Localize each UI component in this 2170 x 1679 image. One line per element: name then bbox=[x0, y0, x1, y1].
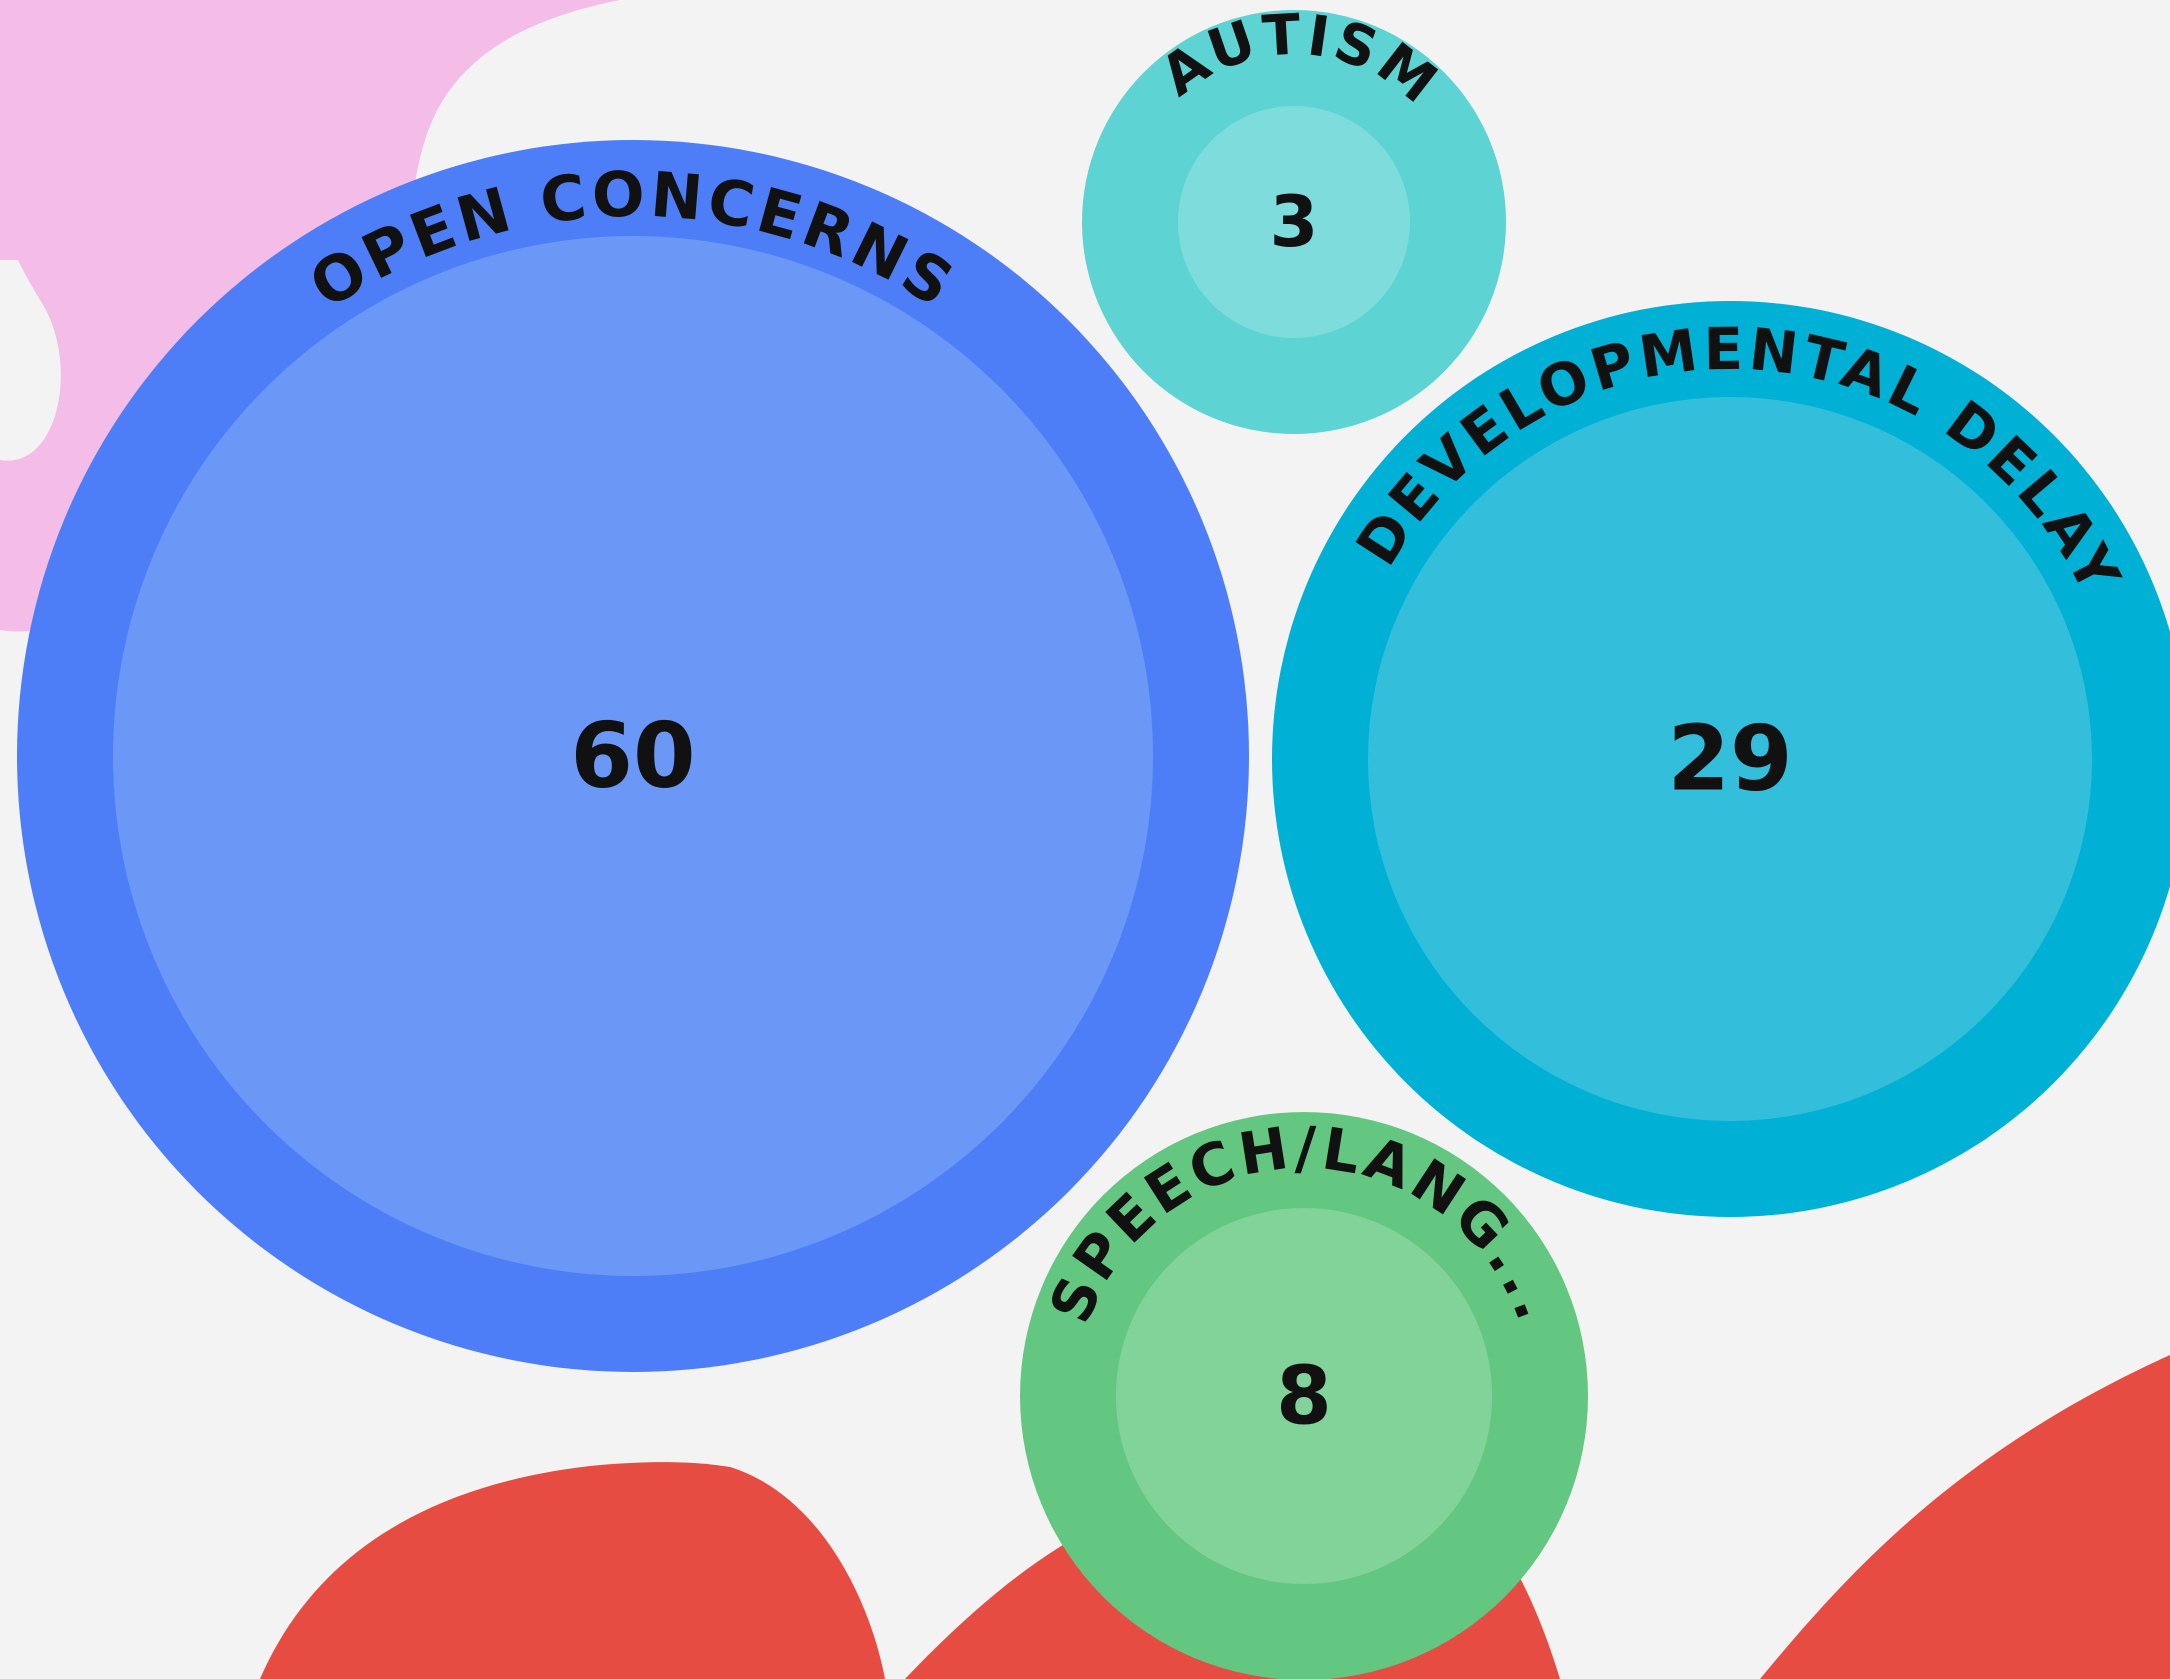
red-blob-bottom-right bbox=[1760, 1355, 2170, 1679]
bubble-value-speech-lang: 8 bbox=[1276, 1350, 1332, 1443]
bubble-speech-lang: SPEECH/LANG...8 bbox=[1020, 1112, 1588, 1679]
bubble-value-autism: 3 bbox=[1270, 181, 1319, 263]
bubble-value-developmental-delay: 29 bbox=[1667, 707, 1792, 812]
red-blob-bottom-left bbox=[260, 1462, 885, 1679]
bubble-value-open-concerns: 60 bbox=[570, 704, 695, 809]
